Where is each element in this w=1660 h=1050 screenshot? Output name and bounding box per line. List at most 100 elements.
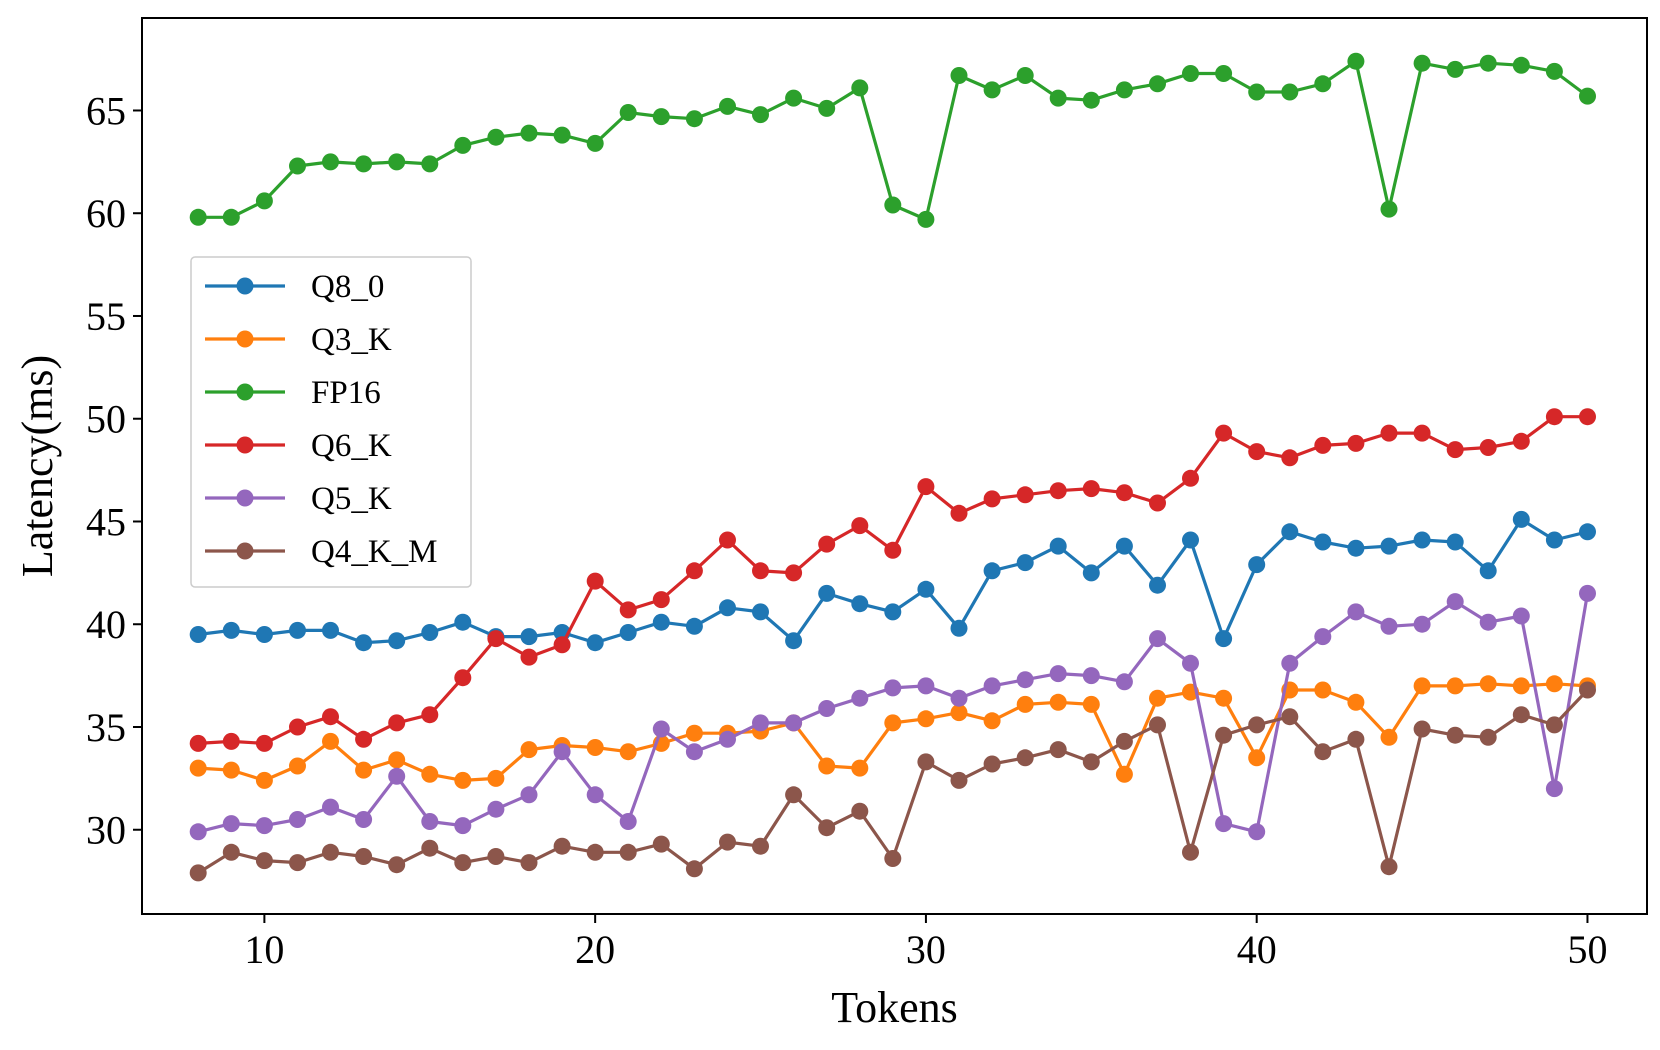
data-point-q5-k xyxy=(884,679,902,697)
data-point-fp16 xyxy=(1579,87,1596,105)
data-point-q4-k-m xyxy=(619,843,637,861)
data-point-q6-k xyxy=(1380,424,1398,442)
x-tick-label: 30 xyxy=(906,927,946,972)
data-point-q6-k xyxy=(652,591,670,609)
data-point-q4-k-m xyxy=(189,864,207,882)
data-point-q4-k-m xyxy=(1512,706,1530,724)
data-point-q4-k-m xyxy=(1215,726,1233,744)
data-point-fp16 xyxy=(222,208,240,226)
data-point-q6-k xyxy=(388,714,406,732)
data-point-fp16 xyxy=(1149,75,1166,93)
data-point-q4-k-m xyxy=(851,802,869,820)
data-point-q8-0 xyxy=(1479,562,1497,580)
data-point-q5-k xyxy=(1314,628,1332,646)
data-point-q6-k xyxy=(255,734,273,752)
data-point-fp16 xyxy=(289,157,306,175)
data-point-fp16 xyxy=(785,89,803,107)
data-point-q4-k-m xyxy=(222,843,240,861)
data-point-q8-0 xyxy=(1413,531,1431,549)
data-point-q4-k-m xyxy=(785,786,803,804)
data-point-q3-k xyxy=(189,759,207,777)
data-point-fp16 xyxy=(884,196,902,214)
data-point-q3-k xyxy=(851,759,869,777)
data-point-q4-k-m xyxy=(1479,728,1497,746)
data-point-q5-k xyxy=(222,815,240,833)
data-point-q8-0 xyxy=(355,634,373,652)
data-point-q6-k xyxy=(950,504,968,522)
data-point-q5-k xyxy=(421,813,439,830)
data-point-fp16 xyxy=(983,81,1001,99)
data-point-q6-k xyxy=(1545,408,1563,426)
data-point-fp16 xyxy=(1281,83,1299,101)
data-point-q5-k xyxy=(1413,615,1431,633)
data-point-q5-k xyxy=(355,811,373,828)
y-tick-label: 65 xyxy=(86,88,126,133)
data-point-q4-k-m xyxy=(950,771,968,789)
data-point-q3-k xyxy=(322,732,339,750)
data-point-q6-k xyxy=(1149,494,1166,512)
data-point-q8-0 xyxy=(1314,533,1332,551)
data-point-q6-k xyxy=(1281,449,1299,467)
series-q4-k-m xyxy=(189,681,1596,882)
data-point-q3-k xyxy=(1215,689,1233,707)
data-point-q3-k xyxy=(1016,695,1034,713)
data-point-q5-k xyxy=(1347,603,1365,621)
data-point-q6-k xyxy=(487,630,505,648)
data-point-q3-k xyxy=(917,710,935,728)
data-point-q5-k xyxy=(322,798,339,816)
data-point-q4-k-m xyxy=(917,753,935,771)
data-point-q8-0 xyxy=(884,603,902,621)
data-point-fp16 xyxy=(1215,65,1233,82)
data-point-q4-k-m xyxy=(586,843,604,861)
legend-label-fp16: FP16 xyxy=(311,375,381,411)
data-point-fp16 xyxy=(388,153,406,171)
data-point-q6-k xyxy=(818,535,836,553)
data-point-q8-0 xyxy=(619,624,637,641)
data-point-q8-0 xyxy=(255,626,273,643)
y-tick-label: 55 xyxy=(86,294,126,339)
data-point-q3-k xyxy=(1314,681,1332,699)
data-point-q5-k xyxy=(1215,815,1233,833)
data-point-q8-0 xyxy=(520,628,538,646)
data-point-q6-k xyxy=(619,601,637,619)
data-point-q5-k xyxy=(289,811,306,828)
data-point-q4-k-m xyxy=(1082,753,1100,771)
data-point-q3-k xyxy=(1380,728,1398,746)
legend-label-q8-0: Q8_0 xyxy=(311,269,384,305)
data-point-q4-k-m xyxy=(289,854,306,872)
legend-label-q4-k-m: Q4_K_M xyxy=(311,534,438,570)
data-point-q5-k xyxy=(719,730,736,748)
data-point-q6-k xyxy=(189,734,207,752)
data-point-q8-0 xyxy=(222,621,240,639)
data-point-q4-k-m xyxy=(1115,732,1133,750)
data-point-fp16 xyxy=(1380,200,1398,218)
data-point-fp16 xyxy=(1182,65,1199,82)
data-point-q4-k-m xyxy=(1182,843,1199,861)
y-axis-label: Latency(ms) xyxy=(13,355,62,577)
data-point-fp16 xyxy=(1049,89,1067,107)
data-point-fp16 xyxy=(1446,60,1464,78)
data-point-q4-k-m xyxy=(884,850,902,867)
series-q5-k xyxy=(189,584,1596,841)
data-point-fp16 xyxy=(652,108,670,126)
data-point-fp16 xyxy=(685,110,703,128)
data-point-fp16 xyxy=(1016,67,1034,84)
data-point-q6-k xyxy=(1479,439,1497,456)
legend: Q8_0 Q3_K FP16 Q6_K Q5_K Q4_K_M xyxy=(190,256,472,588)
data-point-q5-k xyxy=(685,743,703,761)
data-point-q6-k xyxy=(289,718,306,736)
data-point-q3-k xyxy=(1413,677,1431,695)
data-point-q5-k xyxy=(851,689,869,707)
data-point-q3-k xyxy=(1347,693,1365,711)
series-fp16 xyxy=(189,52,1596,228)
data-point-fp16 xyxy=(487,128,505,146)
data-point-q8-0 xyxy=(1082,564,1100,582)
data-point-q5-k xyxy=(1182,654,1199,672)
data-point-q3-k xyxy=(289,757,306,775)
data-point-q3-k xyxy=(1545,675,1563,693)
data-point-q5-k xyxy=(1380,617,1398,635)
data-point-q3-k xyxy=(255,771,273,789)
data-point-q4-k-m xyxy=(322,843,339,861)
data-point-q3-k xyxy=(884,714,902,732)
